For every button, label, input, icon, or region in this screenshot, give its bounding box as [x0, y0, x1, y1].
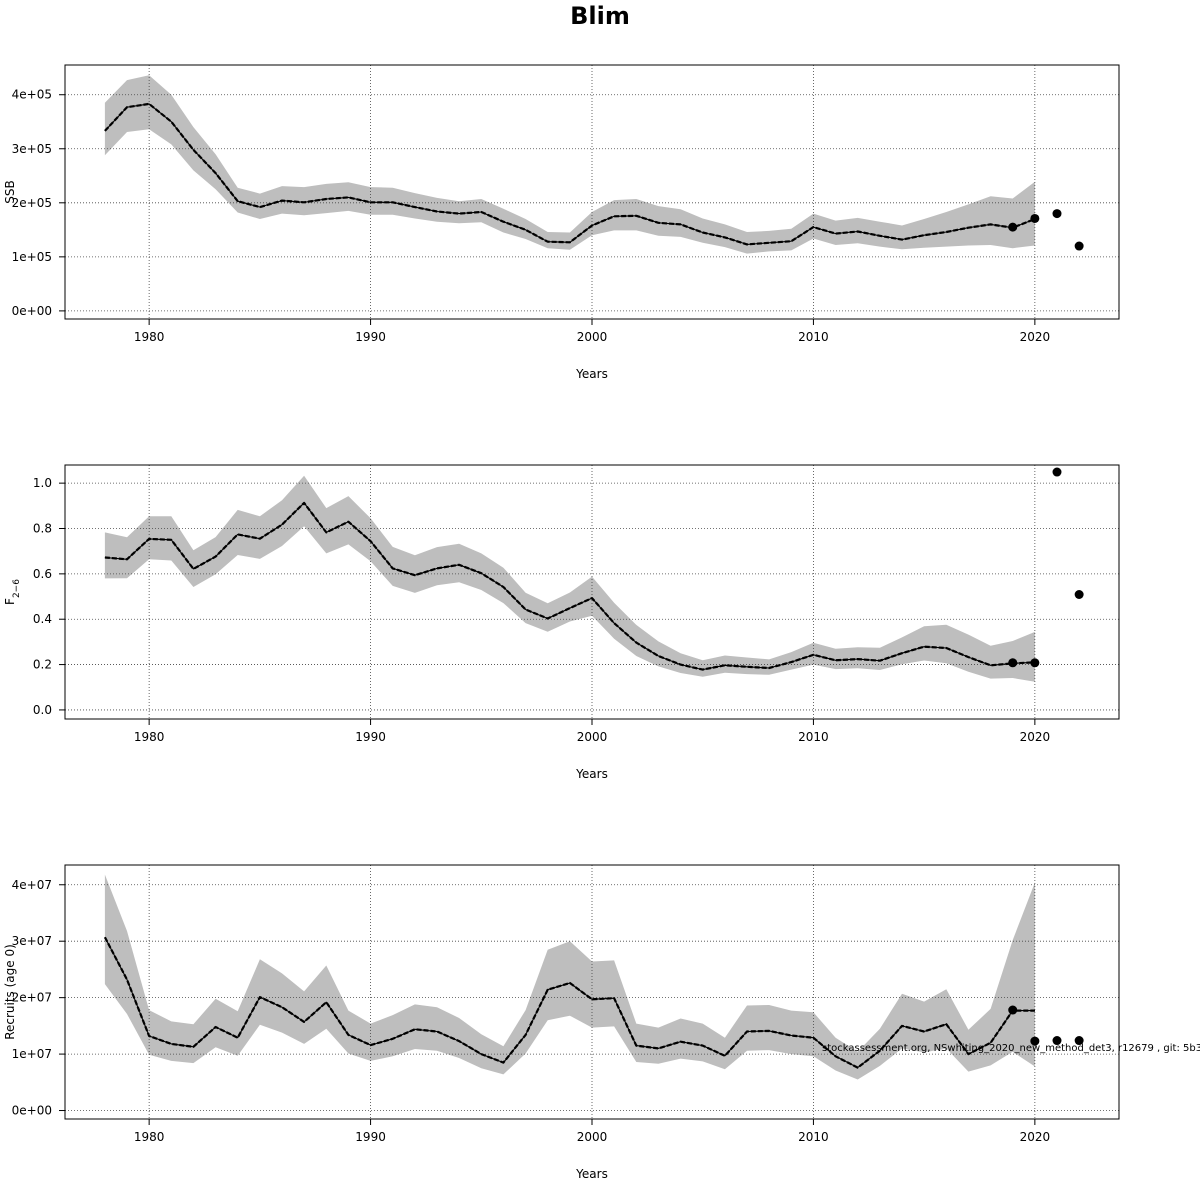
reference-point	[1074, 589, 1084, 599]
y-axis-label: Recruits (age 0)	[3, 944, 17, 1040]
x-tick-label: 2000	[577, 1130, 608, 1144]
y-tick-label: 0.8	[33, 522, 52, 536]
reference-point	[1030, 1036, 1040, 1046]
y-tick-label: 0.4	[33, 612, 52, 626]
x-tick-label: 2020	[1020, 330, 1051, 344]
estimate-line-core	[104, 103, 1036, 245]
estimate-line	[104, 102, 1036, 246]
x-tick-label: 1980	[134, 1130, 165, 1144]
x-axis-label: Years	[575, 1167, 608, 1181]
fishing-mortality-panel: 1980 1990 2000 2010 2020 0.0 0.2 0.4 0.6 0.8 1.0 Ye…	[3, 464, 1120, 781]
y-tick-label: 1e+07	[12, 1047, 52, 1061]
y-tick-label: 1.0	[33, 476, 52, 490]
reference-point	[1052, 1036, 1062, 1046]
reference-point	[1008, 658, 1018, 668]
y-tick-label: 3e+07	[12, 934, 52, 948]
y-tick-label: 2e+07	[12, 991, 52, 1005]
reference-point	[1008, 222, 1018, 232]
y-tick-label: 3e+05	[12, 142, 52, 156]
reference-point	[1008, 1005, 1018, 1015]
reference-point	[1052, 467, 1062, 477]
y-axis-label: F2−6	[3, 579, 22, 605]
y-tick-label: 0.6	[33, 567, 52, 581]
y-tick-label: 4e+07	[12, 878, 52, 892]
x-tick-label: 2010	[798, 330, 829, 344]
x-tick-label: 1990	[355, 1130, 386, 1144]
footnote-text: stockassessment.org, NSwhiting_2020_new_…	[822, 1043, 1200, 1054]
x-tick-label: 2010	[798, 730, 829, 744]
confidence-band	[104, 75, 1035, 254]
x-axis-label: Years	[575, 367, 608, 381]
x-tick-label: 2010	[798, 1130, 829, 1144]
x-tick-label: 1980	[134, 730, 165, 744]
recruitment-panel: 1980 1990 2000 2010 2020 0e+00 1e+07 2e+07 3e+07…	[3, 864, 1120, 1181]
confidence-band	[104, 874, 1035, 1080]
ssb-panel: 1980 1990 2000 2010 2020 0e+00 1e+05 2e+05 3e+05…	[3, 64, 1120, 381]
y-tick-label: 0e+00	[12, 304, 52, 318]
y-tick-label: 4e+05	[12, 88, 52, 102]
estimate-line-core	[104, 936, 1035, 1069]
x-tick-label: 2020	[1020, 1130, 1051, 1144]
y-axis-label: SSB	[3, 180, 17, 203]
reference-point	[1074, 241, 1084, 251]
page-title: Blim	[570, 2, 630, 30]
y-tick-label: 0.0	[33, 703, 52, 717]
reference-point	[1074, 1036, 1084, 1046]
reference-point	[1052, 209, 1062, 219]
x-tick-label: 2020	[1020, 730, 1051, 744]
y-tick-label: 1e+05	[12, 250, 52, 264]
confidence-band	[104, 475, 1035, 682]
x-tick-label: 1990	[355, 730, 386, 744]
reference-point	[1030, 658, 1040, 668]
y-tick-label: 2e+05	[12, 196, 52, 210]
x-tick-label: 1980	[134, 330, 165, 344]
reference-point	[1030, 213, 1040, 223]
x-tick-label: 2000	[577, 330, 608, 344]
y-tick-label: 0.2	[33, 658, 52, 672]
y-axis-label-subscript: 2−6	[12, 579, 22, 598]
estimate-line-core	[104, 502, 1035, 671]
x-tick-label: 2000	[577, 730, 608, 744]
y-tick-label: 0e+00	[12, 1104, 52, 1118]
x-tick-label: 1990	[355, 330, 386, 344]
x-axis-label: Years	[575, 767, 608, 781]
